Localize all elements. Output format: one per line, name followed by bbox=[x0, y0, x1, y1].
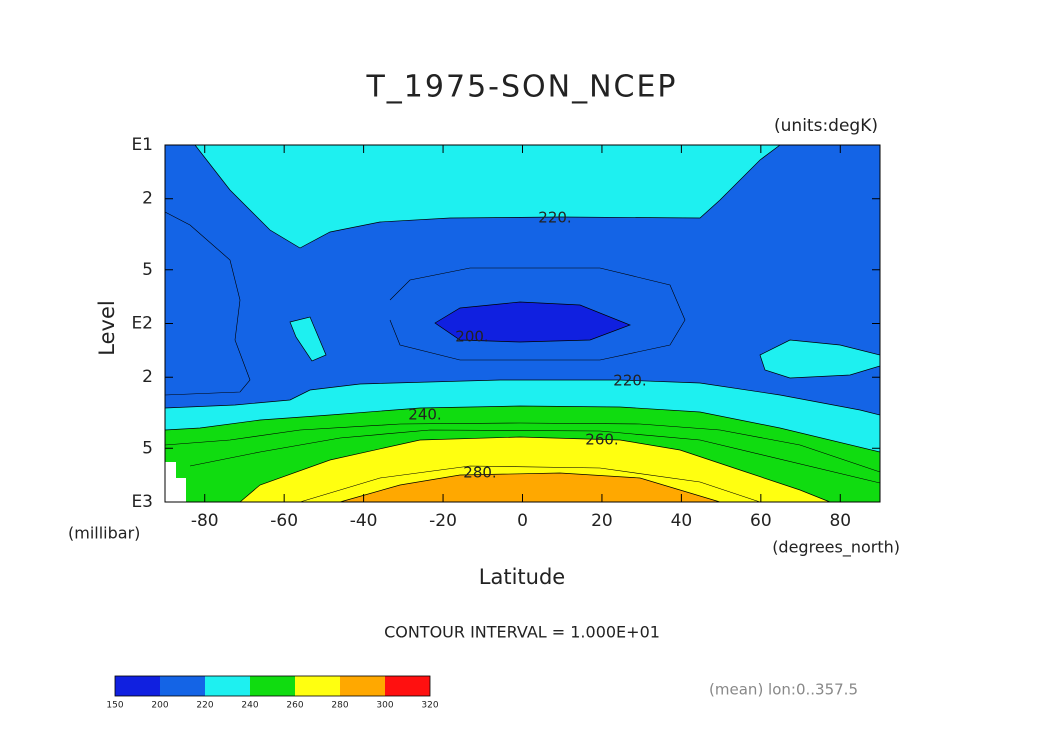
colorbar-frame bbox=[114, 675, 431, 697]
y-tick-label: 5 bbox=[142, 438, 153, 458]
colorbar-swatch bbox=[115, 676, 160, 696]
contour-label: 240. bbox=[408, 406, 441, 424]
chart-title: T_1975-SON_NCEP bbox=[365, 70, 677, 105]
contour-line bbox=[164, 422, 881, 473]
colorbar-label: 320 bbox=[421, 701, 438, 711]
contour-label: 200. bbox=[455, 328, 488, 346]
y-units-label: (millibar) bbox=[68, 524, 140, 543]
y-axis-label: Level bbox=[95, 300, 119, 355]
colorbar-label: 150 bbox=[106, 701, 123, 711]
y-tick-label: E2 bbox=[131, 314, 153, 334]
contour-label: 220. bbox=[613, 372, 646, 390]
footnote: (mean) lon:0..357.5 bbox=[709, 681, 858, 699]
y-tick-label: 2 bbox=[142, 189, 153, 209]
contour-label: 220. bbox=[538, 209, 571, 227]
colorbar-label: 260 bbox=[286, 701, 303, 711]
x-tick-label: 20 bbox=[591, 511, 613, 531]
x-tick-label: -80 bbox=[191, 511, 219, 531]
y-tick-label: E3 bbox=[131, 492, 153, 512]
contour-label: 260. bbox=[585, 431, 618, 449]
x-tick-label: 0 bbox=[517, 511, 528, 531]
contour-interval: CONTOUR INTERVAL = 1.000E+01 bbox=[384, 623, 660, 642]
contour-line bbox=[389, 267, 686, 361]
contour-fill bbox=[339, 472, 721, 503]
contour-fill bbox=[194, 144, 782, 249]
x-tick-label: 80 bbox=[829, 511, 851, 531]
units-label: (units:degK) bbox=[774, 116, 878, 136]
colorbar-label: 200 bbox=[151, 701, 168, 711]
colorbar-swatch bbox=[160, 676, 205, 696]
colorbar-swatch bbox=[250, 676, 295, 696]
contour-fill bbox=[434, 301, 631, 343]
contour-line bbox=[164, 211, 251, 396]
y-tick-label: 2 bbox=[142, 367, 153, 387]
x-tick-label: -20 bbox=[429, 511, 457, 531]
colorbar-label: 280 bbox=[331, 701, 348, 711]
y-tick-label: E1 bbox=[131, 135, 153, 155]
x-axis-label: Latitude bbox=[479, 565, 565, 589]
contour-fill bbox=[289, 316, 327, 362]
contour-fill bbox=[239, 436, 831, 503]
x-units-label: (degrees_north) bbox=[772, 538, 900, 558]
colorbar-swatch bbox=[295, 676, 340, 696]
colorbar-swatch bbox=[385, 676, 430, 696]
y-tick-label: 5 bbox=[142, 260, 153, 280]
colorbar-swatch bbox=[340, 676, 385, 696]
x-tick-label: -40 bbox=[350, 511, 378, 531]
contour-label: 280. bbox=[463, 464, 496, 482]
colorbar-label: 300 bbox=[376, 701, 393, 711]
x-tick-label: -60 bbox=[270, 511, 298, 531]
contour-line bbox=[189, 429, 881, 484]
x-tick-label: 40 bbox=[671, 511, 693, 531]
contour-line bbox=[299, 465, 761, 503]
colorbar-swatch bbox=[205, 676, 250, 696]
x-tick-label: 60 bbox=[750, 511, 772, 531]
missing-data bbox=[165, 462, 186, 502]
colorbar-label: 220 bbox=[196, 701, 213, 711]
colorbar-label: 240 bbox=[241, 701, 258, 711]
